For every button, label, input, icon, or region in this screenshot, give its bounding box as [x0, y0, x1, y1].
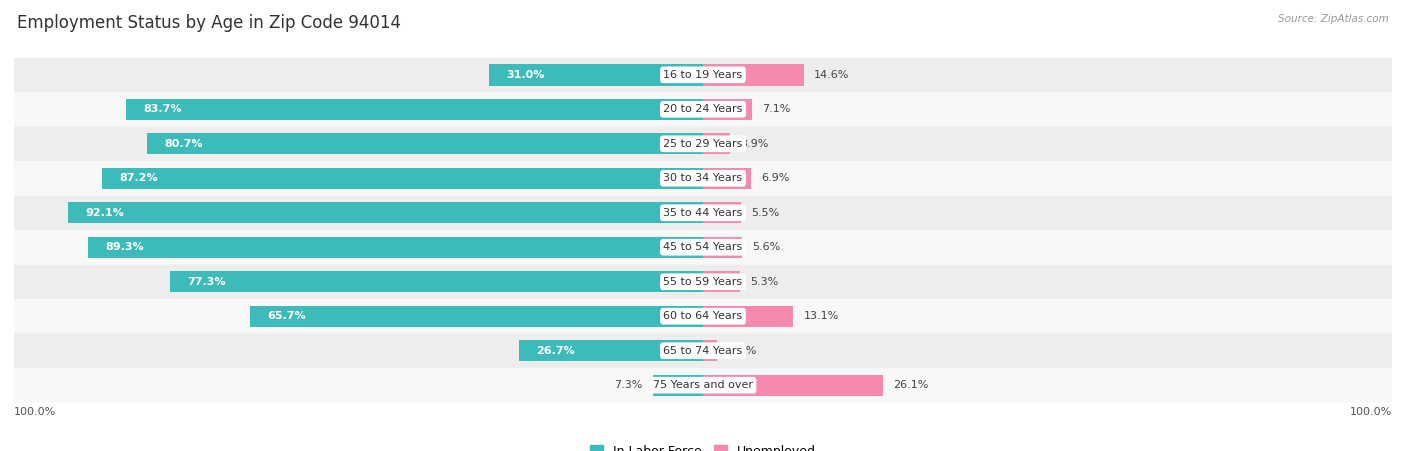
Text: 55 to 59 Years: 55 to 59 Years	[664, 277, 742, 287]
Bar	[148, 133, 703, 155]
Bar	[69, 202, 703, 223]
FancyBboxPatch shape	[14, 333, 1392, 368]
FancyBboxPatch shape	[14, 92, 1392, 127]
Bar	[703, 271, 740, 292]
Text: 5.6%: 5.6%	[752, 242, 780, 252]
Text: 100.0%: 100.0%	[1350, 407, 1392, 417]
FancyBboxPatch shape	[14, 196, 1392, 230]
Bar	[170, 271, 703, 292]
FancyBboxPatch shape	[14, 264, 1392, 299]
Text: 80.7%: 80.7%	[165, 139, 202, 149]
Text: 35 to 44 Years: 35 to 44 Years	[664, 208, 742, 218]
Text: 26.7%: 26.7%	[536, 346, 575, 356]
Legend: In Labor Force, Unemployed: In Labor Force, Unemployed	[585, 440, 821, 451]
Bar	[703, 237, 741, 258]
Text: 2.1%: 2.1%	[728, 346, 756, 356]
Text: 100.0%: 100.0%	[14, 407, 56, 417]
Bar	[703, 340, 717, 361]
FancyBboxPatch shape	[14, 58, 1392, 92]
Text: 30 to 34 Years: 30 to 34 Years	[664, 173, 742, 183]
FancyBboxPatch shape	[14, 230, 1392, 264]
Bar	[703, 99, 752, 120]
Text: 65 to 74 Years: 65 to 74 Years	[664, 346, 742, 356]
Text: 13.1%: 13.1%	[804, 311, 839, 321]
Bar	[127, 99, 703, 120]
Text: 77.3%: 77.3%	[187, 277, 226, 287]
Text: 60 to 64 Years: 60 to 64 Years	[664, 311, 742, 321]
FancyBboxPatch shape	[14, 161, 1392, 196]
Text: 83.7%: 83.7%	[143, 104, 183, 114]
Text: 26.1%: 26.1%	[893, 380, 928, 390]
Bar	[703, 374, 883, 396]
Text: 89.3%: 89.3%	[105, 242, 143, 252]
FancyBboxPatch shape	[14, 368, 1392, 402]
Text: 45 to 54 Years: 45 to 54 Years	[664, 242, 742, 252]
FancyBboxPatch shape	[14, 299, 1392, 333]
Text: 75 Years and over: 75 Years and over	[652, 380, 754, 390]
Text: 25 to 29 Years: 25 to 29 Years	[664, 139, 742, 149]
Text: 14.6%: 14.6%	[814, 70, 849, 80]
Bar	[703, 64, 804, 86]
Bar	[703, 202, 741, 223]
Bar	[703, 168, 751, 189]
Bar	[652, 374, 703, 396]
Text: 3.9%: 3.9%	[740, 139, 769, 149]
Text: 5.3%: 5.3%	[749, 277, 778, 287]
Text: 7.1%: 7.1%	[762, 104, 790, 114]
Text: 92.1%: 92.1%	[86, 208, 125, 218]
Bar	[103, 168, 703, 189]
FancyBboxPatch shape	[14, 127, 1392, 161]
Bar	[87, 237, 703, 258]
Bar	[489, 64, 703, 86]
Bar	[250, 305, 703, 327]
Text: 16 to 19 Years: 16 to 19 Years	[664, 70, 742, 80]
Text: 65.7%: 65.7%	[267, 311, 307, 321]
Text: Source: ZipAtlas.com: Source: ZipAtlas.com	[1278, 14, 1389, 23]
Text: 6.9%: 6.9%	[761, 173, 789, 183]
Bar	[519, 340, 703, 361]
Text: 87.2%: 87.2%	[120, 173, 157, 183]
Text: 20 to 24 Years: 20 to 24 Years	[664, 104, 742, 114]
Bar	[703, 305, 793, 327]
Text: 5.5%: 5.5%	[751, 208, 779, 218]
Text: Employment Status by Age in Zip Code 94014: Employment Status by Age in Zip Code 940…	[17, 14, 401, 32]
Bar	[703, 133, 730, 155]
Text: 31.0%: 31.0%	[506, 70, 546, 80]
Text: 7.3%: 7.3%	[614, 380, 643, 390]
